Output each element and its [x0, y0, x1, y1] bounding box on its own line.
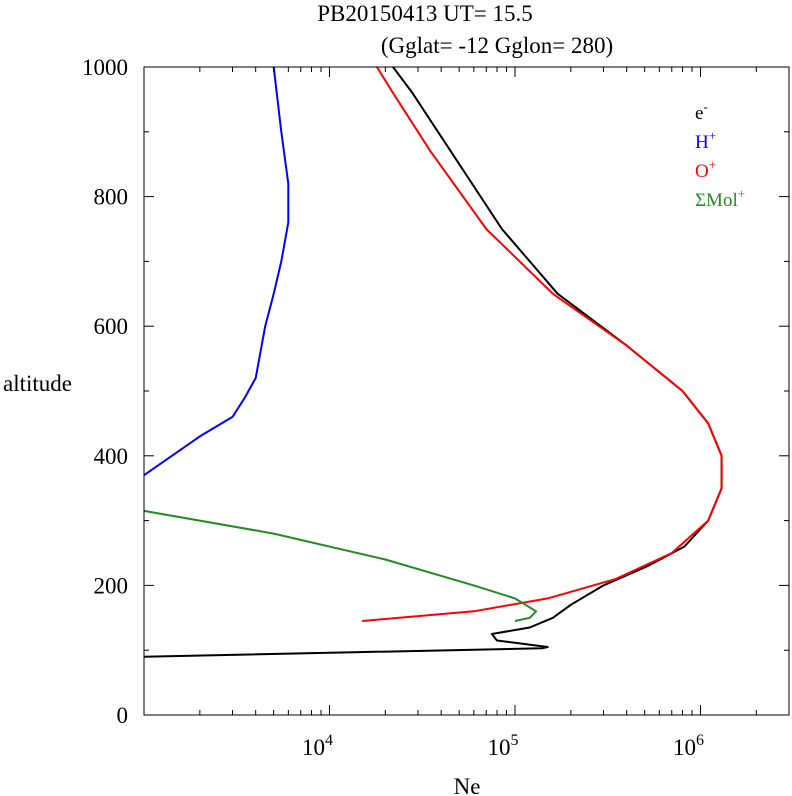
legend: e- H+ O+ ΣMol+: [695, 99, 745, 211]
y-tick-label: 200: [94, 573, 129, 598]
x-tick-label: 105: [487, 732, 518, 760]
chart-subtitle: (Gglat= -12 Gglon= 280): [381, 33, 613, 58]
x-tick-label: 104: [302, 732, 333, 760]
plot-frame: [143, 66, 790, 716]
y-tick-label: 1000: [82, 55, 128, 80]
y-tick-label: 600: [94, 314, 129, 339]
legend-entry: e-: [695, 99, 708, 124]
series-line: [143, 66, 723, 658]
y-tick-label: 800: [94, 185, 129, 210]
legend-entry: ΣMol+: [695, 186, 745, 211]
x-tick-label: 106: [673, 732, 704, 760]
series-line: [362, 66, 723, 622]
series-line: [143, 509, 538, 622]
legend-entry: H+: [695, 128, 716, 153]
legend-entry: O+: [695, 157, 716, 182]
x-axis-label: Ne: [454, 774, 481, 796]
y-tick-label: 400: [94, 444, 129, 469]
chart-title: PB20150413 UT= 15.5: [317, 1, 533, 26]
series-line: [143, 66, 290, 477]
y-tick-label: 0: [117, 703, 129, 728]
y-axis-label: altitude: [3, 371, 72, 396]
